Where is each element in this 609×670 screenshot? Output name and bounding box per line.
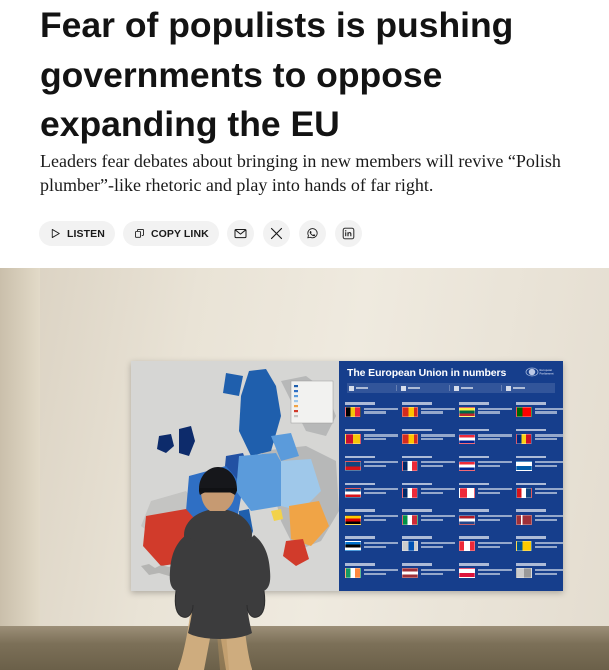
svg-text:Parliament: Parliament xyxy=(540,372,554,376)
svg-text:European: European xyxy=(540,368,553,372)
